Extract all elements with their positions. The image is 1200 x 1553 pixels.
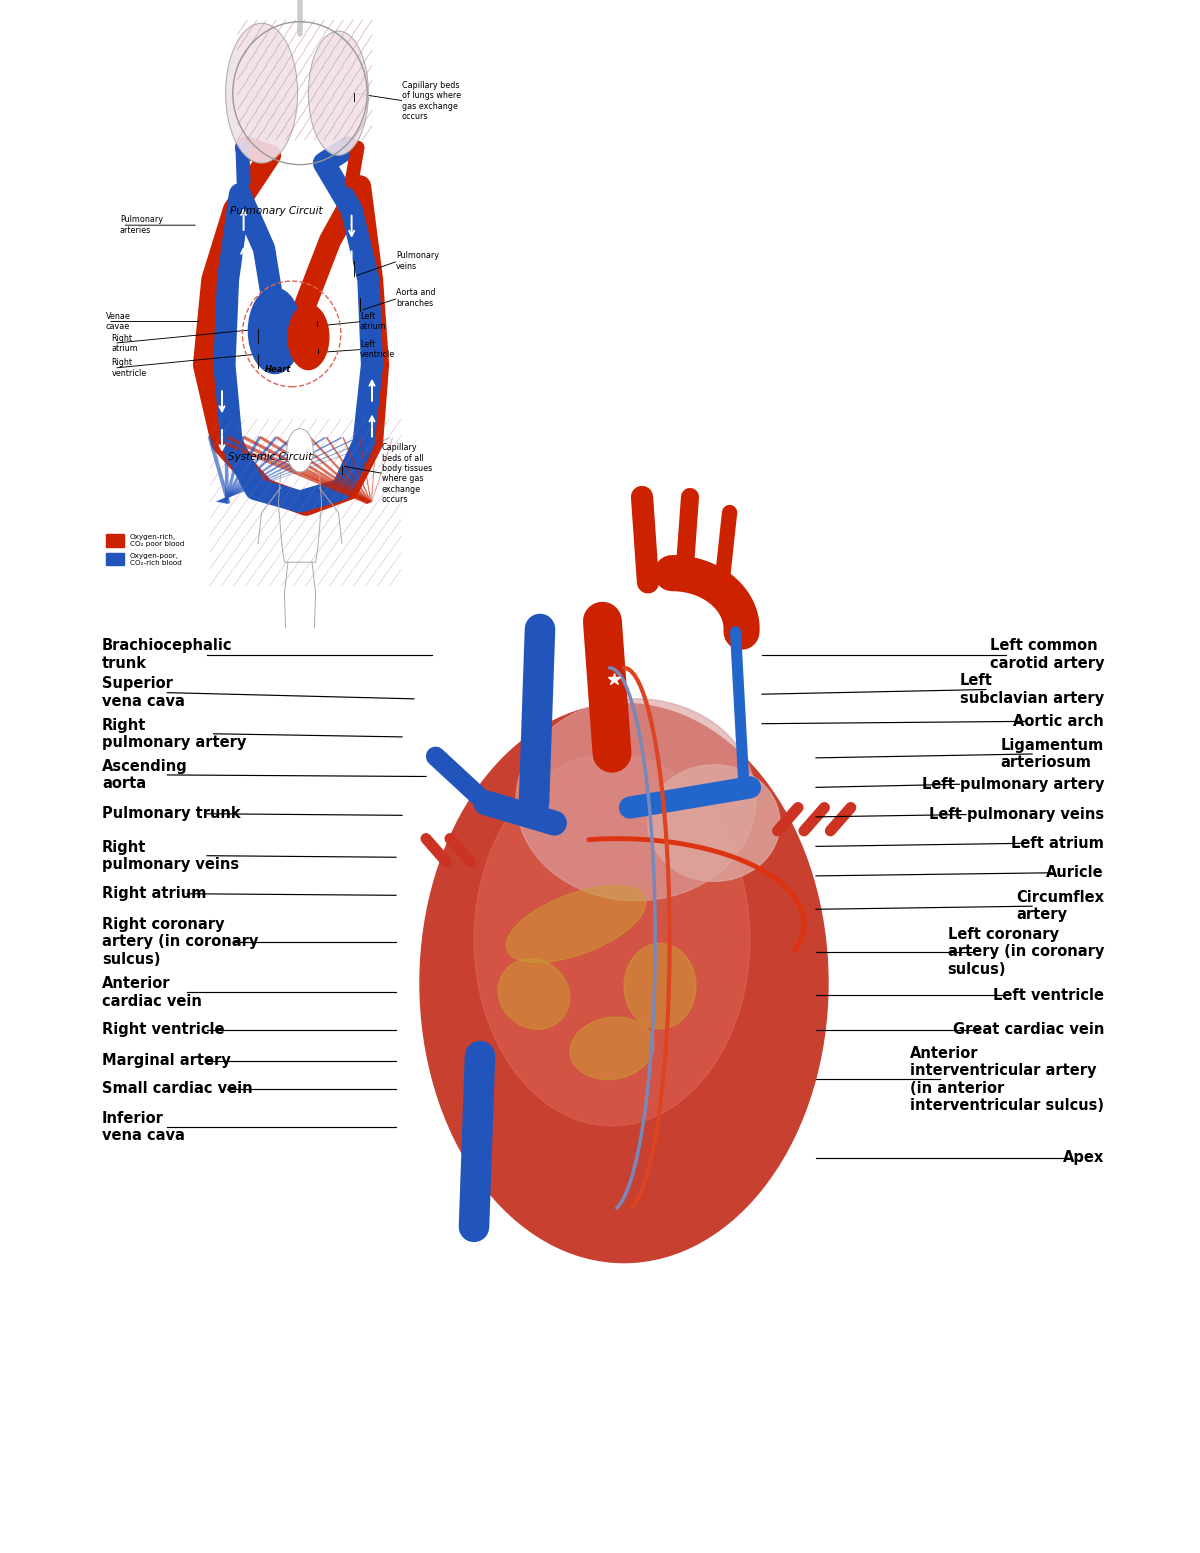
Text: Venae
cavae: Venae cavae — [106, 312, 131, 331]
Ellipse shape — [474, 753, 750, 1126]
Text: Systemic Circuit: Systemic Circuit — [228, 452, 312, 461]
Text: Auricle: Auricle — [1046, 865, 1104, 881]
Text: Oxygen-rich,
CO₂ poor blood: Oxygen-rich, CO₂ poor blood — [130, 534, 184, 547]
Text: Right
pulmonary artery: Right pulmonary artery — [102, 717, 246, 750]
Text: Inferior
vena cava: Inferior vena cava — [102, 1110, 185, 1143]
Ellipse shape — [248, 289, 301, 374]
Ellipse shape — [420, 704, 828, 1263]
Ellipse shape — [226, 23, 298, 163]
Text: Apex: Apex — [1063, 1151, 1104, 1165]
Text: Pulmonary trunk: Pulmonary trunk — [102, 806, 241, 822]
Text: Right
atrium: Right atrium — [112, 334, 138, 353]
Text: Pulmonary
veins: Pulmonary veins — [396, 252, 439, 270]
Text: Left common
carotid artery: Left common carotid artery — [990, 638, 1104, 671]
Ellipse shape — [288, 304, 329, 370]
Text: Right
ventricle: Right ventricle — [112, 359, 146, 377]
Ellipse shape — [624, 943, 696, 1028]
Text: Ascending
aorta: Ascending aorta — [102, 759, 187, 790]
Ellipse shape — [308, 31, 368, 155]
Text: Left pulmonary artery: Left pulmonary artery — [922, 776, 1104, 792]
Ellipse shape — [287, 429, 313, 472]
Text: Marginal artery: Marginal artery — [102, 1053, 230, 1068]
Text: Left
ventricle: Left ventricle — [360, 340, 395, 359]
Text: Pulmonary Circuit: Pulmonary Circuit — [229, 207, 323, 216]
Text: Heart: Heart — [265, 365, 292, 374]
Text: Right atrium: Right atrium — [102, 887, 206, 901]
Text: Ligamentum
arteriosum: Ligamentum arteriosum — [1001, 738, 1104, 770]
Text: Anterior
interventricular artery
(in anterior
interventricular sulcus): Anterior interventricular artery (in ant… — [910, 1045, 1104, 1114]
Text: Pulmonary
arteries: Pulmonary arteries — [120, 216, 163, 235]
Bar — [106, 553, 124, 565]
Text: Left pulmonary veins: Left pulmonary veins — [929, 808, 1104, 822]
Text: Left
atrium: Left atrium — [360, 312, 386, 331]
Text: Superior
vena cava: Superior vena cava — [102, 677, 185, 708]
Text: Small cardiac vein: Small cardiac vein — [102, 1081, 253, 1096]
Text: Right
pulmonary veins: Right pulmonary veins — [102, 840, 239, 871]
Text: Circumflex
artery: Circumflex artery — [1016, 890, 1104, 922]
Text: Anterior
cardiac vein: Anterior cardiac vein — [102, 977, 202, 1008]
Ellipse shape — [516, 699, 756, 901]
Ellipse shape — [570, 1017, 654, 1079]
Text: Brachiocephalic
trunk: Brachiocephalic trunk — [102, 638, 233, 671]
Text: Aortic arch: Aortic arch — [1013, 714, 1104, 728]
Text: Aorta and
branches: Aorta and branches — [396, 289, 436, 307]
Text: Left
subclavian artery: Left subclavian artery — [960, 674, 1104, 705]
Text: Right ventricle: Right ventricle — [102, 1022, 224, 1037]
Text: Capillary beds
of lungs where
gas exchange
occurs: Capillary beds of lungs where gas exchan… — [402, 81, 461, 121]
Text: Right coronary
artery (in coronary
sulcus): Right coronary artery (in coronary sulcu… — [102, 916, 258, 968]
Text: Capillary
beds of all
body tissues
where gas
exchange
occurs: Capillary beds of all body tissues where… — [382, 443, 432, 505]
Text: Left atrium: Left atrium — [1012, 836, 1104, 851]
Text: Oxygen-poor,
CO₂-rich blood: Oxygen-poor, CO₂-rich blood — [130, 553, 181, 565]
Bar — [106, 534, 124, 547]
Text: Left ventricle: Left ventricle — [994, 988, 1104, 1003]
Ellipse shape — [648, 764, 780, 881]
Ellipse shape — [506, 885, 646, 963]
Ellipse shape — [498, 958, 570, 1030]
Text: Great cardiac vein: Great cardiac vein — [953, 1022, 1104, 1037]
Text: Left coronary
artery (in coronary
sulcus): Left coronary artery (in coronary sulcus… — [948, 927, 1104, 977]
